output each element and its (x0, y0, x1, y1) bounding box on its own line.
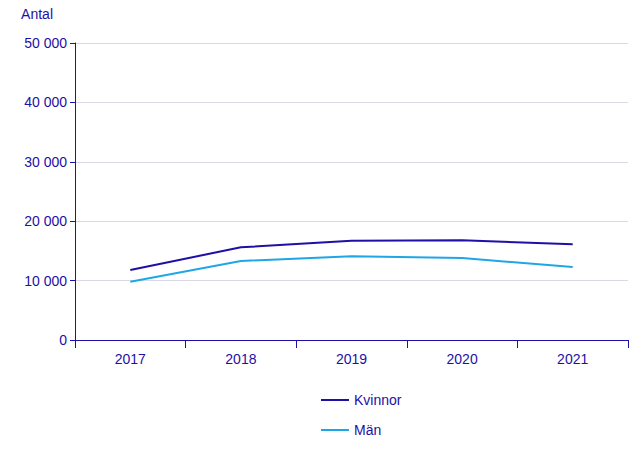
svg-text:50 000: 50 000 (24, 35, 67, 51)
svg-text:2017: 2017 (115, 351, 146, 367)
svg-text:Kvinnor: Kvinnor (354, 392, 402, 408)
svg-text:40 000: 40 000 (24, 94, 67, 110)
svg-text:10 000: 10 000 (24, 273, 67, 289)
svg-text:Män: Män (354, 422, 381, 438)
svg-text:20 000: 20 000 (24, 213, 67, 229)
svg-text:Antal: Antal (21, 6, 53, 22)
svg-text:2019: 2019 (336, 351, 367, 367)
svg-text:2020: 2020 (447, 351, 478, 367)
svg-text:2018: 2018 (225, 351, 256, 367)
svg-text:0: 0 (59, 332, 67, 348)
svg-text:2021: 2021 (557, 351, 588, 367)
svg-text:30 000: 30 000 (24, 154, 67, 170)
